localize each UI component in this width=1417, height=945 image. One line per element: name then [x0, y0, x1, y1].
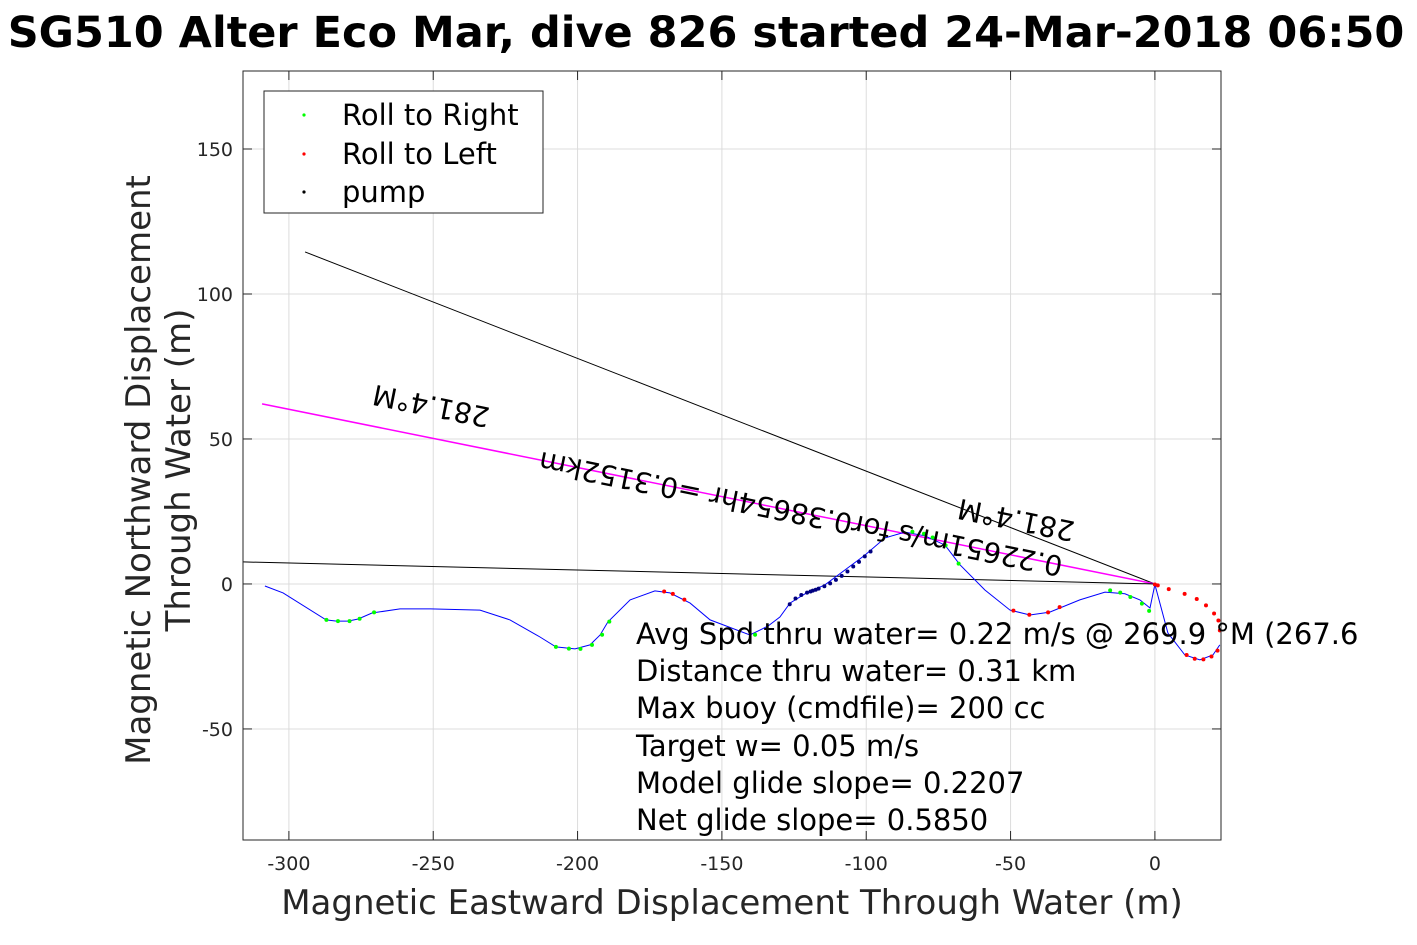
roll-right-marker [578, 646, 583, 651]
pump-marker [857, 559, 862, 564]
stat-distance: Distance thru water= 0.31 km [636, 654, 1076, 688]
roll-right-marker [1147, 608, 1152, 613]
roll-left-marker [1201, 657, 1206, 662]
x-tick-label: -250 [412, 853, 455, 875]
reference-lines [242, 251, 1156, 585]
roll-left-marker [1203, 603, 1208, 608]
x-tick-label: 0 [1149, 853, 1161, 875]
roll-right-marker [372, 610, 377, 615]
roll-right-marker [335, 619, 340, 624]
pump-marker [833, 577, 838, 582]
stats-block: Avg Spd thru water= 0.22 m/s @ 269.9 °M … [635, 617, 1358, 837]
x-tick-label: -150 [700, 853, 743, 875]
roll-left-marker [1212, 611, 1217, 616]
y-axis-label: Magnetic Northward DisplacementThrough W… [119, 175, 199, 765]
roll-right-marker [943, 543, 948, 548]
roll-right-marker [347, 619, 352, 624]
x-tick-label: -200 [556, 853, 599, 875]
pump-marker [851, 564, 856, 569]
net-track-line [261, 403, 1156, 585]
roll-right-marker [357, 616, 362, 621]
y-tick-label: 0 [221, 574, 233, 596]
x-tick-label: -300 [267, 853, 310, 875]
roll-right-marker [324, 617, 329, 622]
legend-marker-pump [302, 190, 306, 194]
pump-marker [813, 587, 818, 592]
current-line [242, 561, 1155, 585]
plot-frame [242, 70, 1222, 841]
roll-left-marker [1216, 618, 1221, 623]
y-tick-label: 50 [209, 429, 233, 451]
roll-right-marker [910, 529, 915, 534]
x-axis-label: Magnetic Eastward Displacement Through W… [281, 883, 1183, 923]
pump-marker [862, 554, 867, 559]
pump-marker [787, 602, 792, 607]
roll-right-marker [589, 642, 594, 647]
stat-avg-speed: Avg Spd thru water= 0.22 m/s @ 269.9 °M … [636, 617, 1358, 651]
y-tick-label: 150 [197, 139, 233, 161]
roll-left-marker [1184, 652, 1189, 657]
roll-right-marker [1118, 590, 1123, 595]
legend-box [263, 90, 544, 214]
roll-right-marker [921, 531, 926, 536]
pump-marker [828, 581, 833, 586]
roll-left-marker [682, 597, 687, 602]
x-tick-label: -100 [845, 853, 888, 875]
heading-line [304, 251, 1156, 585]
roll-left-marker [1155, 583, 1160, 588]
legend-marker-roll-left [302, 152, 306, 156]
chart-title: SG510 Alter Eco Mar, dive 826 started 24… [8, 8, 1405, 58]
roll-left-marker [1027, 612, 1032, 617]
roll-left-marker [1011, 608, 1016, 613]
y-tick-label: 100 [197, 284, 233, 306]
roll-left-marker [1166, 587, 1171, 592]
roll-right-marker [600, 632, 605, 637]
stat-net-glide: Net glide slope= 0.5850 [636, 803, 988, 837]
pump-marker [839, 573, 844, 578]
legend-label-pump: pump [342, 175, 425, 209]
pump-marker [799, 592, 804, 597]
roll-left-marker [1057, 605, 1062, 610]
pump-marker [822, 584, 827, 589]
x-tick-label: -50 [995, 853, 1026, 875]
roll-right-marker [956, 561, 961, 566]
pump-marker [868, 549, 873, 554]
roll-left-marker [662, 589, 667, 594]
roll-left-marker [1194, 597, 1199, 602]
roll-left-marker [1182, 591, 1187, 596]
roll-right-marker [1108, 588, 1113, 593]
stat-max-buoy: Max buoy (cmdfile)= 200 cc [636, 691, 1045, 725]
legend-label-roll-right: Roll to Right [342, 98, 519, 132]
roll-left-marker [1215, 648, 1220, 653]
roll-left-marker [1046, 610, 1051, 615]
ticks: -300 -250 -200 -150 -100 -50 0 -50 0 50 100 150 [197, 71, 1221, 875]
y-tick-label: -50 [202, 719, 233, 741]
annotation-heading-far: 281.4°M [370, 378, 493, 434]
pump-marker [805, 590, 810, 595]
legend-marker-roll-right [302, 113, 306, 117]
legend: Roll to Right Roll to Left pump [263, 90, 544, 214]
roll-right-marker [753, 632, 758, 637]
pump-marker [793, 596, 798, 601]
roll-right-marker [1139, 601, 1144, 606]
pump-marker [808, 589, 813, 594]
roll-left-marker [1192, 656, 1197, 661]
roll-left-marker [670, 591, 675, 596]
roll-right-marker [553, 644, 558, 649]
roll-right-marker [607, 619, 612, 624]
legend-label-roll-left: Roll to Left [342, 137, 497, 171]
y-axis-label-line: Through Water (m) [159, 309, 199, 633]
stat-model-glide: Model glide slope= 0.2207 [636, 766, 1024, 800]
y-axis-label-line: Magnetic Northward Displacement [119, 175, 159, 765]
stat-target-w: Target w= 0.05 m/s [635, 729, 919, 763]
roll-right-marker [930, 535, 935, 540]
pump-marker [845, 569, 850, 574]
roll-left-marker [1209, 654, 1214, 659]
roll-right-marker [1128, 595, 1133, 600]
markers [324, 529, 1222, 662]
roll-right-marker [566, 646, 571, 651]
